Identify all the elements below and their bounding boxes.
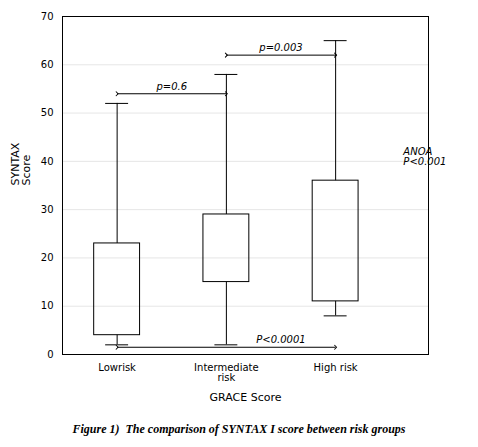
svg-text:0: 0 xyxy=(47,349,53,360)
svg-text:p=0.003: p=0.003 xyxy=(258,42,302,53)
svg-text:40: 40 xyxy=(41,156,54,167)
svg-text:p=0.6: p=0.6 xyxy=(155,81,187,92)
svg-text:30: 30 xyxy=(41,204,54,215)
svg-text:SYNTAXScore: SYNTAXScore xyxy=(9,142,33,185)
svg-text:50: 50 xyxy=(41,107,54,118)
svg-text:P<0.0001: P<0.0001 xyxy=(256,334,305,345)
svg-text:20: 20 xyxy=(41,252,54,263)
svg-text:GRACE Score: GRACE Score xyxy=(210,391,282,404)
svg-text:60: 60 xyxy=(41,59,54,70)
svg-text:Lowrisk: Lowrisk xyxy=(98,362,136,373)
svg-text:10: 10 xyxy=(41,300,54,311)
svg-text:ANOAP<0.001: ANOAP<0.001 xyxy=(402,146,446,167)
html-text:Figure 1) The comparison of SY: Figure 1) The comparison of SYNTAX I sco… xyxy=(72,422,406,436)
svg-text:High risk: High risk xyxy=(314,362,358,373)
svg-text:Intermediaterisk: Intermediaterisk xyxy=(194,362,259,383)
svg-text:70: 70 xyxy=(41,11,54,22)
